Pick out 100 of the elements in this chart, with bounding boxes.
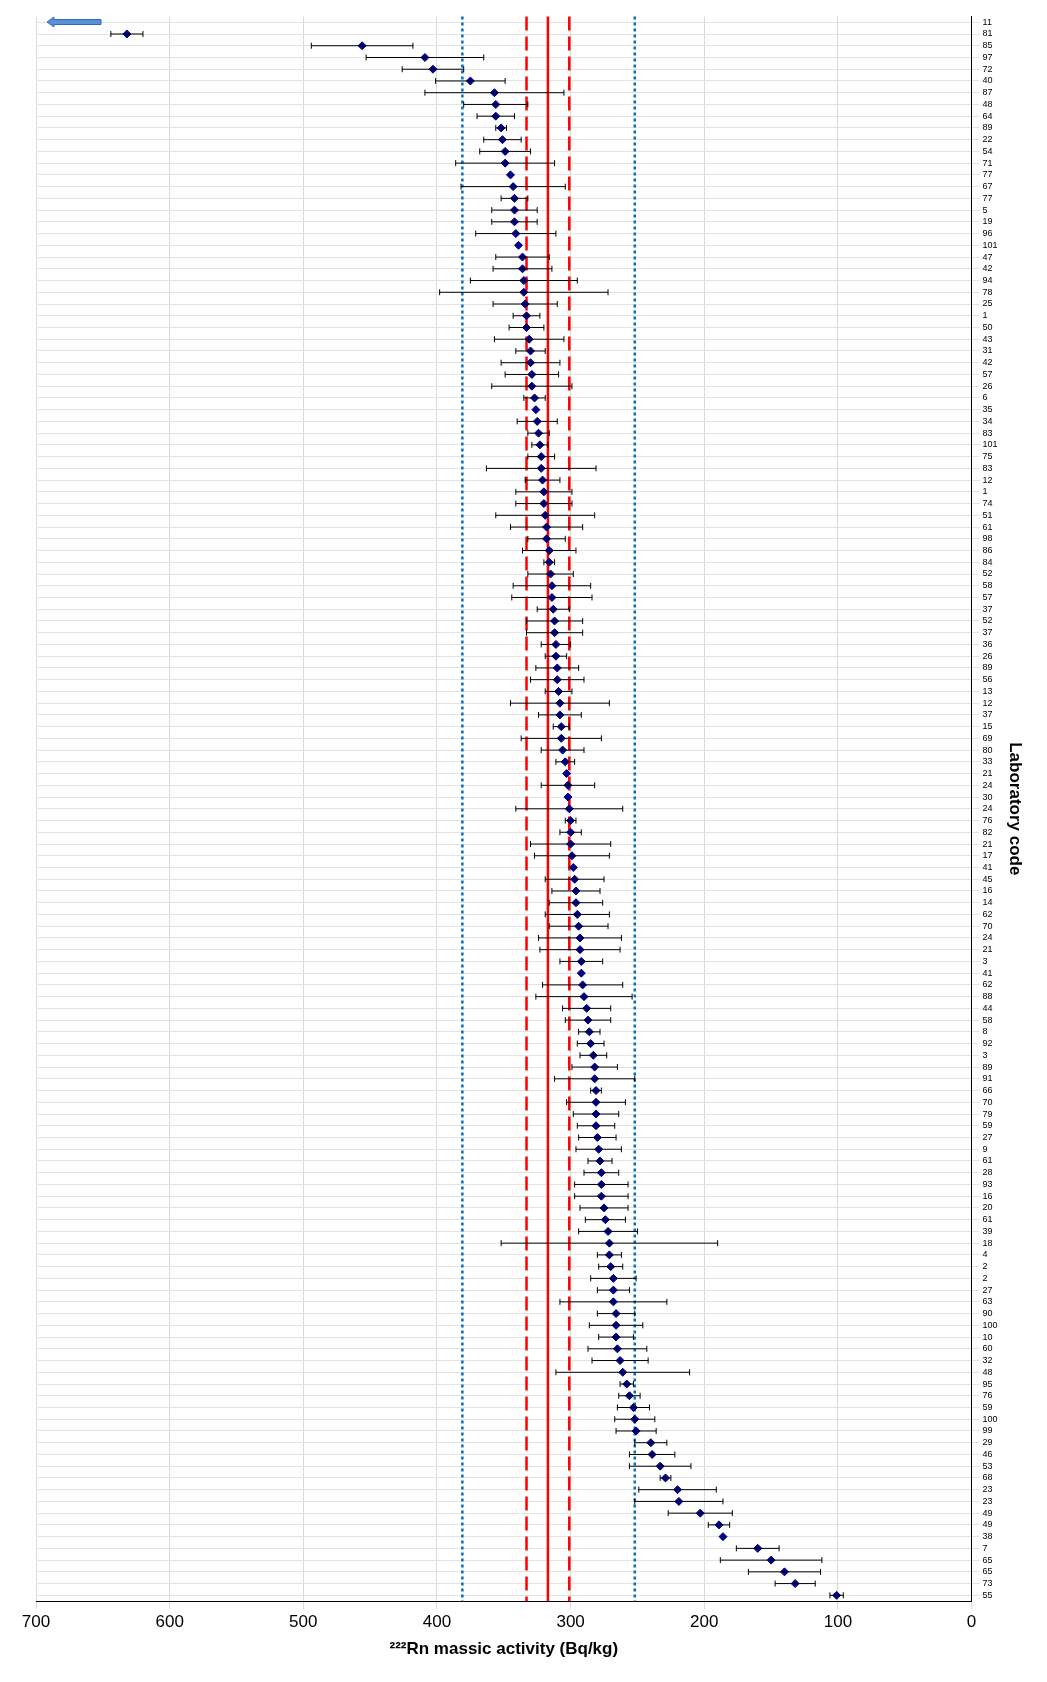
y-tick-label: 83 (982, 462, 993, 473)
y-tick-label: 24 (982, 932, 993, 943)
y-tick-label: 10 (982, 1331, 993, 1342)
y-tick-label: 79 (982, 1108, 993, 1119)
y-tick-label: 60 (982, 1343, 993, 1354)
y-tick-label: 37 (982, 627, 993, 638)
y-tick-label: 42 (982, 263, 993, 274)
y-tick-label: 101 (982, 239, 998, 250)
y-tick-label: 29 (982, 1437, 993, 1448)
y-tick-label: 57 (982, 368, 993, 379)
y-tick-label: 73 (982, 1578, 993, 1589)
y-tick-label: 20 (982, 1202, 993, 1213)
y-tick-label: 16 (982, 885, 993, 896)
y-tick-label: 3 (982, 955, 988, 966)
y-tick-label: 64 (982, 110, 993, 121)
y-tick-label: 24 (982, 779, 993, 790)
y-tick-label: 82 (982, 826, 993, 837)
y-tick-label: 16 (982, 1190, 993, 1201)
y-tick-label: 17 (982, 850, 993, 861)
y-tick-label: 70 (982, 920, 993, 931)
y-tick-label: 47 (982, 251, 993, 262)
y-tick-label: 27 (982, 1131, 993, 1142)
y-tick-label: 89 (982, 662, 993, 673)
y-tick-label: 5 (982, 204, 988, 215)
y-tick-label: 76 (982, 815, 993, 826)
y-tick-label: 83 (982, 427, 993, 438)
y-tick-label: 46 (982, 1448, 993, 1459)
y-tick-label: 65 (982, 1566, 993, 1577)
x-tick-label: 400 (422, 1612, 452, 1632)
y-tick-label: 40 (982, 75, 993, 86)
y-tick-label: 62 (982, 979, 993, 990)
y-tick-label: 53 (982, 1460, 993, 1471)
y-tick-label: 26 (982, 650, 993, 661)
y-tick-label: 11 (982, 16, 992, 27)
y-tick-label: 70 (982, 1096, 993, 1107)
y-tick-label: 88 (982, 991, 993, 1002)
y-tick-label: 72 (982, 63, 993, 74)
y-tick-label: 54 (982, 145, 993, 156)
y-tick-label: 31 (982, 345, 993, 356)
y-tick-label: 6 (982, 392, 988, 403)
x-tick-label: 600 (155, 1612, 184, 1632)
y-tick-label: 35 (982, 404, 993, 415)
y-tick-label: 2 (982, 1261, 988, 1272)
y-tick-label: 95 (982, 1378, 993, 1389)
y-tick-label: 38 (982, 1531, 993, 1542)
y-tick-label: 18 (982, 1237, 993, 1248)
y-tick-label: 37 (982, 603, 993, 614)
y-tick-label: 97 (982, 51, 993, 62)
y-tick-label: 81 (982, 28, 993, 39)
y-tick-label: 49 (982, 1507, 993, 1518)
y-tick-label: 67 (982, 181, 993, 192)
y-tick-label: 21 (982, 838, 993, 849)
y-tick-label: 77 (982, 192, 993, 203)
y-tick-label: 99 (982, 1425, 993, 1436)
y-tick-label: 75 (982, 451, 993, 462)
y-tick-label: 86 (982, 545, 993, 556)
y-tick-label: 68 (982, 1472, 993, 1483)
y-tick-label: 101 (982, 439, 998, 450)
x-tick-label: 700 (21, 1612, 51, 1632)
x-tick-label: 300 (556, 1612, 585, 1632)
y-tick-label: 12 (982, 474, 993, 485)
x-tick-label: 500 (289, 1612, 318, 1632)
y-tick-label: 59 (982, 1401, 993, 1412)
y-tick-label: 59 (982, 1120, 993, 1131)
y-tick-label: 49 (982, 1519, 993, 1530)
y-tick-label: 34 (982, 415, 993, 426)
y-tick-label: 61 (982, 521, 993, 532)
y-tick-label: 3 (982, 1049, 988, 1060)
y-tick-label: 36 (982, 638, 993, 649)
y-tick-label: 9 (982, 1143, 988, 1154)
x-tick-label: 0 (966, 1612, 977, 1632)
y-tick-label: 43 (982, 333, 993, 344)
y-tick-label: 58 (982, 1014, 993, 1025)
y-tick-label: 58 (982, 580, 993, 591)
y-tick-label: 74 (982, 498, 993, 509)
y-tick-label: 4 (982, 1249, 988, 1260)
y-tick-label: 30 (982, 791, 993, 802)
y-tick-label: 15 (982, 721, 993, 732)
y-tick-label: 78 (982, 286, 993, 297)
y-tick-label: 8 (982, 1026, 988, 1037)
y-tick-label: 84 (982, 556, 993, 567)
y-tick-label: 22 (982, 134, 993, 145)
y-tick-label: 23 (982, 1484, 993, 1495)
y-tick-label: 93 (982, 1178, 993, 1189)
y-tick-label: 2 (982, 1272, 988, 1283)
y-tick-label: 21 (982, 768, 993, 779)
y-axis-title: Laboratory code (1006, 742, 1026, 876)
y-tick-label: 44 (982, 1002, 993, 1013)
y-tick-label: 27 (982, 1284, 993, 1295)
y-tick-label: 80 (982, 744, 993, 755)
y-tick-label: 51 (982, 509, 993, 520)
y-tick-label: 90 (982, 1308, 993, 1319)
y-tick-label: 61 (982, 1214, 993, 1225)
y-tick-label: 24 (982, 803, 993, 814)
y-tick-label: 42 (982, 357, 993, 368)
x-tick-label: 100 (823, 1612, 853, 1632)
y-tick-label: 28 (982, 1167, 993, 1178)
y-tick-label: 98 (982, 533, 993, 544)
y-tick-label: 63 (982, 1296, 993, 1307)
y-tick-label: 23 (982, 1495, 993, 1506)
